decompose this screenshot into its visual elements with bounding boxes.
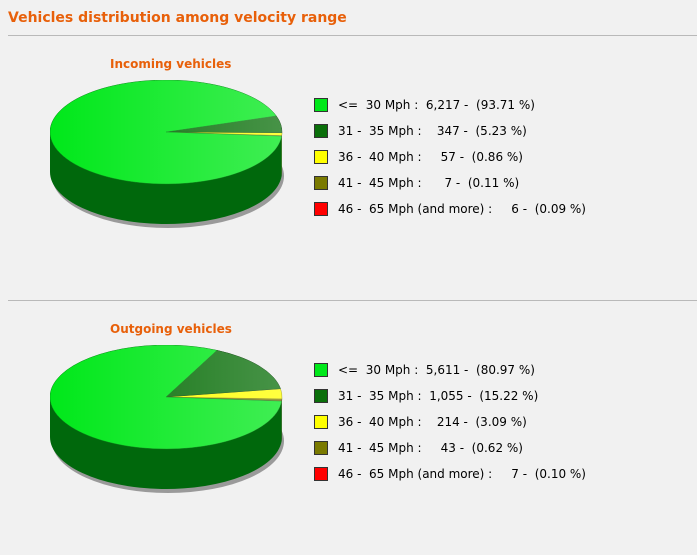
- legend-label: 41 - 45 Mph : 43 - (0.62 %): [338, 440, 523, 456]
- legend-swatch: [314, 441, 328, 455]
- legend-item: 31 - 35 Mph : 347 - (5.23 %): [314, 123, 586, 149]
- page-title: Vehicles distribution among velocity ran…: [8, 10, 347, 26]
- legend-item: 46 - 65 Mph (and more) : 6 - (0.09 %): [314, 201, 586, 227]
- legend-label: 46 - 65 Mph (and more) : 7 - (0.10 %): [338, 466, 586, 482]
- legend-label: 36 - 40 Mph : 214 - (3.09 %): [338, 414, 527, 430]
- pie-highlight: [50, 80, 282, 184]
- legend-item: 41 - 45 Mph : 7 - (0.11 %): [314, 175, 586, 201]
- legend-label: 31 - 35 Mph : 347 - (5.23 %): [338, 123, 527, 139]
- legend-label: <= 30 Mph : 5,611 - (80.97 %): [338, 362, 535, 378]
- legend-label: 36 - 40 Mph : 57 - (0.86 %): [338, 149, 523, 165]
- legend-item: 46 - 65 Mph (and more) : 7 - (0.10 %): [314, 466, 586, 492]
- incoming-section: Incoming vehicles <= 30 Mph : 6,217 - (9…: [0, 40, 697, 290]
- legend-item: 36 - 40 Mph : 57 - (0.86 %): [314, 149, 586, 175]
- outgoing-section: Outgoing vehicles <= 30 Mph : 5,611 - (8…: [0, 305, 697, 555]
- section-divider: [8, 300, 697, 301]
- legend-swatch: [314, 415, 328, 429]
- outgoing-chart-title: Outgoing vehicles: [110, 322, 232, 336]
- incoming-pie-chart: [50, 80, 300, 230]
- legend-swatch: [314, 389, 328, 403]
- title-divider: [8, 35, 697, 36]
- outgoing-legend: <= 30 Mph : 5,611 - (80.97 %) 31 - 35 Mp…: [314, 362, 586, 492]
- legend-label: 46 - 65 Mph (and more) : 6 - (0.09 %): [338, 201, 586, 217]
- legend-item: 31 - 35 Mph : 1,055 - (15.22 %): [314, 388, 586, 414]
- incoming-chart-title: Incoming vehicles: [110, 57, 231, 71]
- legend-item: <= 30 Mph : 5,611 - (80.97 %): [314, 362, 586, 388]
- legend-swatch: [314, 202, 328, 216]
- legend-item: 41 - 45 Mph : 43 - (0.62 %): [314, 440, 586, 466]
- incoming-legend: <= 30 Mph : 6,217 - (93.71 %) 31 - 35 Mp…: [314, 97, 586, 227]
- legend-item: 36 - 40 Mph : 214 - (3.09 %): [314, 414, 586, 440]
- legend-swatch: [314, 124, 328, 138]
- pie-highlight: [50, 345, 282, 449]
- legend-label: 31 - 35 Mph : 1,055 - (15.22 %): [338, 388, 538, 404]
- legend-swatch: [314, 467, 328, 481]
- legend-label: 41 - 45 Mph : 7 - (0.11 %): [338, 175, 519, 191]
- legend-swatch: [314, 98, 328, 112]
- legend-swatch: [314, 363, 328, 377]
- legend-swatch: [314, 150, 328, 164]
- outgoing-pie-chart: [50, 345, 300, 495]
- legend-item: <= 30 Mph : 6,217 - (93.71 %): [314, 97, 586, 123]
- legend-swatch: [314, 176, 328, 190]
- legend-label: <= 30 Mph : 6,217 - (93.71 %): [338, 97, 535, 113]
